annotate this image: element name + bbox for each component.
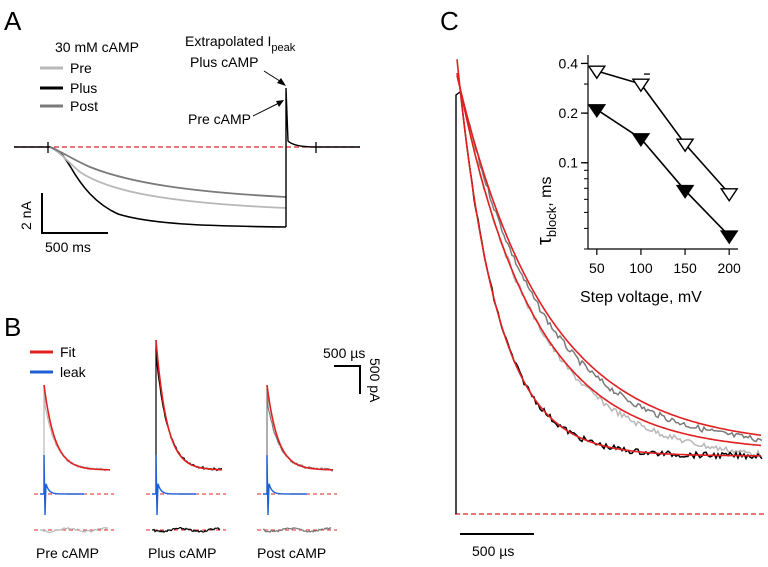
panel-b-scale-y-label: 500 pA xyxy=(367,358,383,403)
panel-a-scale-y-label: 2 nA xyxy=(18,201,34,230)
panel-b-fit-curve xyxy=(155,339,223,471)
panel-b-leak-trace xyxy=(40,454,84,516)
inset-chart: 50 100 150 200 0.1 0.2 0.4 τblock, ms Step vol… xyxy=(534,55,741,306)
legend-label-post: Post xyxy=(70,98,98,114)
panel-b-leak-trace xyxy=(152,454,196,516)
inset-y-tick-label: 0.1 xyxy=(559,155,579,171)
panel-b-label-pre: Pre cAMP xyxy=(36,545,99,561)
panel-b-residual xyxy=(39,526,109,534)
panel-c-fit-curve xyxy=(456,75,762,437)
inset-y-tick-label: 0.2 xyxy=(559,105,579,121)
panel-b-residual xyxy=(151,526,221,533)
panel-a-scale-x-label: 500 ms xyxy=(45,239,91,255)
panel-b: B Fit leak 500 µs 500 pA Pre cAMP Plus c… xyxy=(4,312,383,561)
panel-c: C 500 µs 50 100 150 200 0.1 0.2 0.4 τblock, ms… xyxy=(440,6,764,559)
panel-b-fit-curve xyxy=(43,384,111,471)
panel-b-data-trace xyxy=(266,384,334,494)
panel-c-letter: C xyxy=(440,6,459,36)
inset-point-series1-150 xyxy=(675,138,695,153)
inset-point-series1-50 xyxy=(587,65,607,80)
arrow-plus-head xyxy=(277,78,286,86)
inset-x-tick-label: 150 xyxy=(673,260,697,276)
inset-point-series1-100 xyxy=(631,78,651,93)
inset-y-label: τblock, ms xyxy=(534,177,559,245)
annot-plus-camp: Plus cAMP xyxy=(190,54,258,70)
inset-x-tick-label: 100 xyxy=(629,260,653,276)
trace-post xyxy=(49,146,287,198)
inset-point-series2-150 xyxy=(675,184,695,199)
annot-extrapolated-peak: Extrapolated Ipeak xyxy=(185,33,296,54)
panel-b-data-trace xyxy=(43,384,111,494)
trace-plus xyxy=(14,146,287,228)
panel-b-group-plus xyxy=(146,339,226,533)
panel-a-scale-bar xyxy=(41,193,108,234)
panel-a-letter: A xyxy=(4,6,22,36)
panel-c-scale-x-label: 500 µs xyxy=(472,543,514,559)
legend-label-pre: Pre xyxy=(70,60,92,76)
panel-c-onset xyxy=(455,91,461,514)
inset-point-series2-200 xyxy=(719,230,739,245)
panel-a-legend-title: 30 mM cAMP xyxy=(55,39,139,55)
panel-b-scale-x-label: 500 µs xyxy=(323,345,365,361)
inset-y-tick-label: 0.4 xyxy=(559,55,579,71)
inset-point-series1-200 xyxy=(719,188,739,203)
inset-x-tick-label: 50 xyxy=(589,260,605,276)
panel-c-fit-curve xyxy=(456,72,762,447)
panel-b-group-pre xyxy=(34,384,114,534)
arrow-pre-head xyxy=(276,100,284,107)
inset-x-label: Step voltage, mV xyxy=(580,289,702,306)
panel-b-label-plus: Plus cAMP xyxy=(148,545,216,561)
legend-label-fit: Fit xyxy=(60,344,76,360)
panel-b-scale-bar xyxy=(334,365,361,394)
inset-point-series2-50 xyxy=(587,104,607,119)
legend-label-plus: Plus xyxy=(70,80,97,96)
panel-b-leak-trace xyxy=(263,454,307,516)
inset-series-line-2 xyxy=(596,108,730,237)
panel-c-fit-curve xyxy=(456,59,761,457)
panel-b-residual xyxy=(262,526,332,534)
inset-x-tick-label: 200 xyxy=(717,260,741,276)
annot-pre-camp: Pre cAMP xyxy=(188,111,251,127)
legend-label-leak: leak xyxy=(60,364,87,380)
tail-current xyxy=(285,87,360,227)
inset-series-line-1 xyxy=(596,70,730,195)
panel-b-letter: B xyxy=(4,312,21,342)
inset-point-series2-100 xyxy=(631,133,651,148)
panel-b-group-post xyxy=(257,384,337,534)
panel-b-fit-curve xyxy=(266,384,334,471)
arrow-pre-line xyxy=(252,102,280,117)
trace-pre xyxy=(49,146,287,209)
panel-c-trace-post xyxy=(459,87,763,443)
panel-b-label-post: Post cAMP xyxy=(257,545,326,561)
panel-a: A 30 mM cAMP Pre Plus Post Extrapolated … xyxy=(4,6,360,255)
